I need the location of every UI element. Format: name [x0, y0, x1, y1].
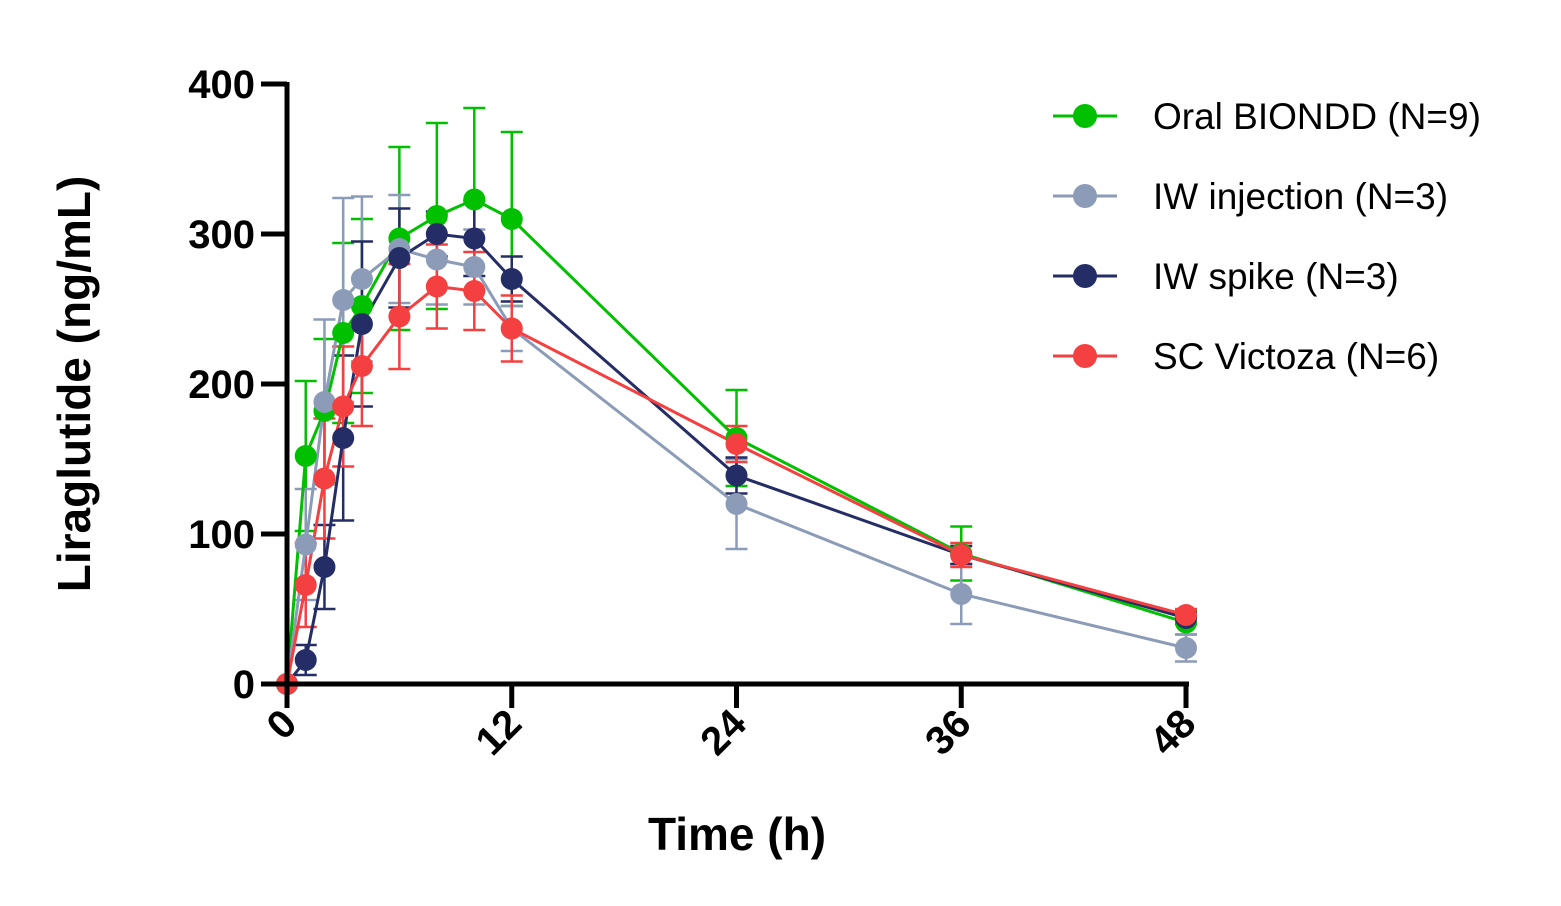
data-point	[463, 256, 486, 278]
data-point	[313, 467, 336, 490]
data-point	[332, 322, 355, 344]
data-point	[313, 391, 336, 413]
data-point	[725, 493, 748, 515]
data-point	[725, 464, 748, 487]
x-axis-title: Time (h)	[648, 808, 826, 860]
data-point	[1175, 637, 1197, 659]
data-point	[332, 395, 355, 418]
y-axis-title: Liraglutide (ng/mL)	[48, 176, 100, 593]
data-point	[388, 305, 411, 328]
data-point	[425, 223, 448, 245]
data-point	[332, 289, 355, 311]
data-point	[725, 433, 748, 455]
data-point	[425, 248, 448, 271]
error-bars-layer	[294, 106, 1197, 677]
y-tick-label: 400	[188, 63, 255, 107]
series-line-2	[285, 247, 1187, 685]
legend-label: IW spike (N=3)	[1153, 256, 1399, 297]
y-tick-label: 0	[233, 663, 255, 707]
data-point	[425, 205, 448, 227]
legend-label: IW injection (N=3)	[1153, 176, 1448, 217]
x-tick-label: 12	[468, 701, 531, 764]
x-tick-label: 0	[259, 701, 306, 748]
data-point	[500, 268, 523, 290]
x-axis-ticks: 0 12 24 36 48	[259, 684, 1205, 764]
data-point	[463, 227, 486, 250]
markers-layer	[276, 188, 1197, 695]
data-point	[350, 268, 373, 290]
legend-marker	[1073, 184, 1097, 208]
data-point	[350, 355, 373, 377]
data-point	[950, 583, 973, 605]
y-axis-ticks: 0 100 200 300 400	[188, 63, 287, 707]
data-point	[500, 317, 523, 340]
data-point	[1175, 604, 1197, 626]
x-tick-label: 24	[692, 701, 755, 764]
data-point	[350, 313, 373, 335]
data-point	[294, 445, 317, 467]
x-tick-label: 48	[1142, 701, 1205, 764]
legend-label: SC Victoza (N=6)	[1153, 336, 1439, 377]
x-tick-label: 36	[917, 701, 980, 764]
data-point	[463, 188, 486, 211]
data-point	[294, 574, 317, 596]
legend-marker	[1073, 264, 1097, 288]
data-point	[294, 533, 317, 556]
series-line-3	[285, 232, 1187, 685]
data-point	[332, 427, 355, 449]
y-tick-label: 300	[188, 213, 255, 257]
data-point	[500, 208, 523, 230]
data-point	[388, 247, 411, 269]
legend-marker	[1073, 344, 1097, 368]
y-tick-label: 200	[188, 363, 255, 407]
data-point	[425, 275, 448, 298]
data-point	[313, 556, 336, 578]
y-tick-label: 100	[188, 513, 255, 557]
data-point	[350, 295, 373, 317]
data-point	[294, 649, 317, 671]
legend: Oral BIONDD (N=9) IW injection (N=3) IW sp…	[1053, 96, 1481, 377]
legend-marker	[1073, 104, 1097, 128]
series-line-4	[285, 284, 1187, 685]
data-point	[463, 280, 486, 302]
data-point	[950, 544, 973, 566]
legend-label: Oral BIONDD (N=9)	[1153, 96, 1481, 137]
